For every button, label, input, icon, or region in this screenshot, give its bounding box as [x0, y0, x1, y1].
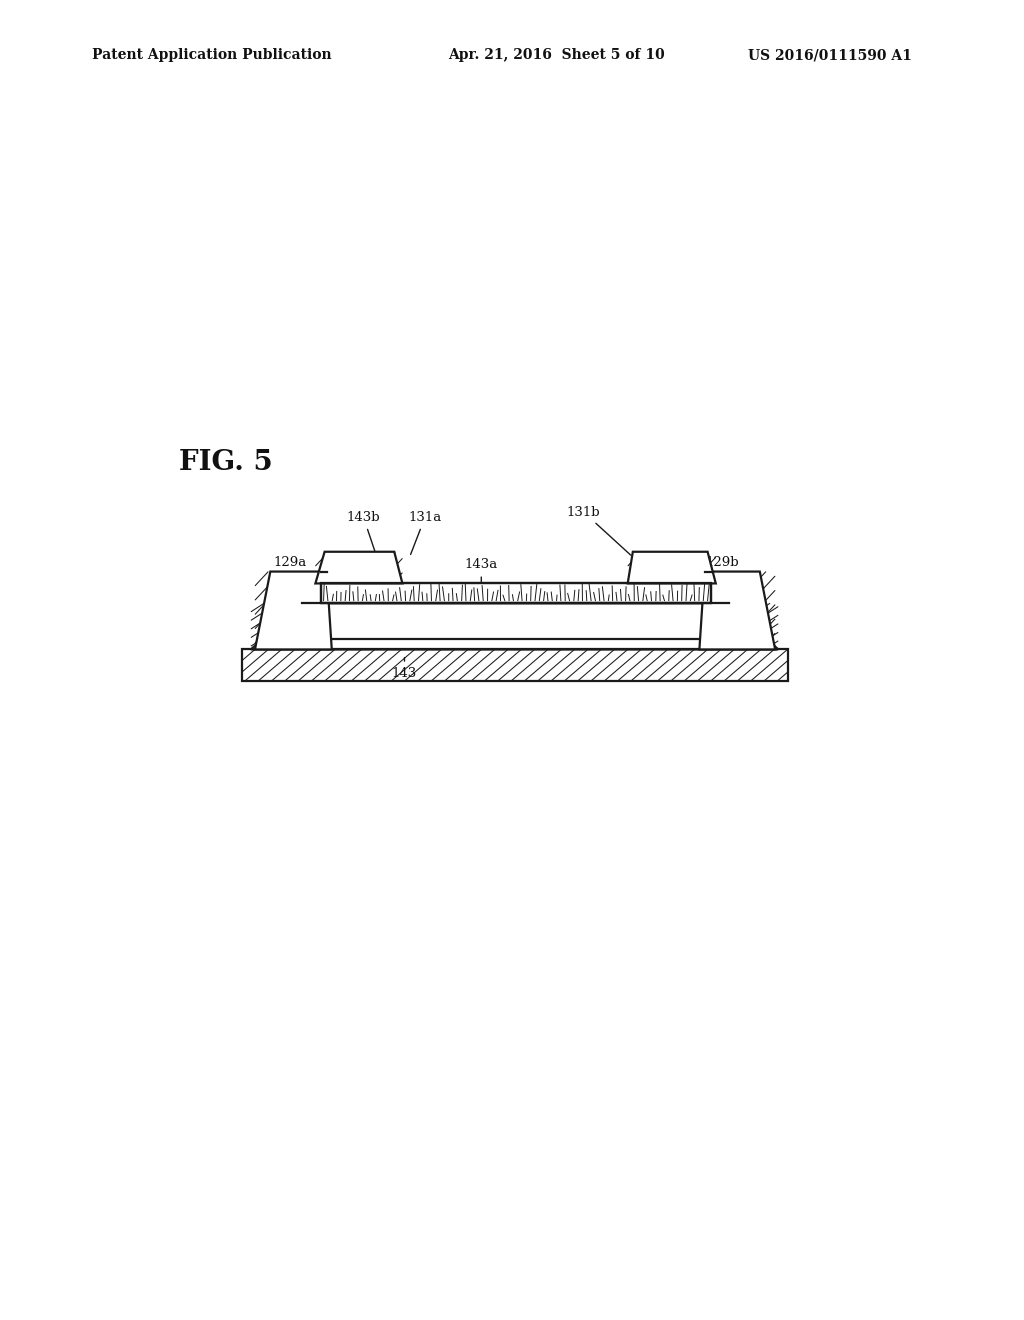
Polygon shape: [242, 649, 788, 681]
Text: 129a: 129a: [273, 556, 306, 578]
Text: 131a: 131a: [409, 511, 441, 554]
Polygon shape: [319, 639, 712, 649]
Polygon shape: [251, 603, 778, 649]
Polygon shape: [315, 552, 402, 583]
Text: 143: 143: [392, 657, 417, 680]
Text: FIG. 5: FIG. 5: [179, 449, 273, 475]
Text: 143b: 143b: [347, 511, 380, 554]
Text: 131b: 131b: [567, 506, 631, 556]
Text: 143a: 143a: [465, 558, 498, 587]
Polygon shape: [699, 572, 775, 649]
Text: Patent Application Publication: Patent Application Publication: [92, 49, 332, 62]
Text: Apr. 21, 2016  Sheet 5 of 10: Apr. 21, 2016 Sheet 5 of 10: [449, 49, 666, 62]
Text: 129b: 129b: [706, 556, 738, 578]
Polygon shape: [321, 583, 711, 603]
Text: US 2016/0111590 A1: US 2016/0111590 A1: [748, 49, 911, 62]
Polygon shape: [628, 552, 716, 583]
Polygon shape: [255, 572, 332, 649]
